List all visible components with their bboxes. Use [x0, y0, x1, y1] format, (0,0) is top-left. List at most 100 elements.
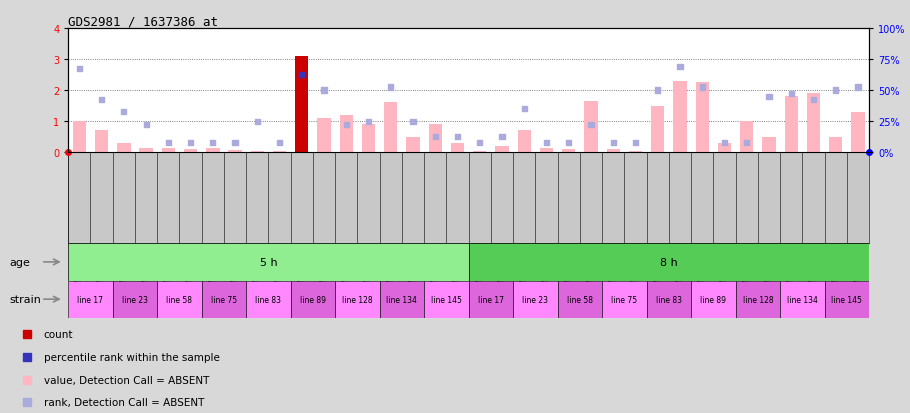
FancyBboxPatch shape — [735, 281, 780, 318]
Point — [472, 140, 487, 147]
Bar — [95, 131, 108, 153]
Bar — [540, 148, 553, 153]
Point — [250, 119, 265, 125]
FancyBboxPatch shape — [691, 281, 735, 318]
Text: 5 h: 5 h — [259, 257, 278, 267]
Text: rank, Detection Call = ABSENT: rank, Detection Call = ABSENT — [44, 398, 204, 408]
Point — [272, 140, 287, 147]
Bar — [407, 137, 420, 153]
Bar — [763, 137, 775, 153]
Text: line 134: line 134 — [387, 295, 418, 304]
Bar — [228, 150, 242, 153]
Point — [295, 72, 309, 78]
Text: value, Detection Call = ABSENT: value, Detection Call = ABSENT — [44, 375, 209, 385]
Point — [651, 88, 665, 94]
Point — [606, 140, 621, 147]
Bar — [384, 103, 398, 153]
Point — [806, 97, 821, 103]
Point — [317, 88, 331, 94]
Text: line 128: line 128 — [743, 295, 774, 304]
Point — [116, 109, 131, 116]
Bar — [473, 151, 487, 153]
FancyBboxPatch shape — [780, 281, 824, 318]
Bar — [450, 143, 464, 153]
FancyBboxPatch shape — [647, 281, 691, 318]
Point — [183, 140, 197, 147]
Text: line 75: line 75 — [211, 295, 237, 304]
Bar — [139, 149, 153, 153]
Text: line 58: line 58 — [567, 295, 593, 304]
Bar — [273, 151, 287, 153]
Text: line 128: line 128 — [342, 295, 373, 304]
Bar — [740, 122, 753, 153]
FancyBboxPatch shape — [558, 281, 602, 318]
Bar — [207, 149, 219, 153]
Text: line 145: line 145 — [431, 295, 462, 304]
Text: line 23: line 23 — [122, 295, 148, 304]
Bar — [607, 150, 620, 153]
Bar — [495, 147, 509, 153]
Bar — [629, 151, 642, 153]
FancyBboxPatch shape — [513, 281, 558, 318]
Point — [206, 140, 220, 147]
Bar — [184, 150, 197, 153]
Text: line 23: line 23 — [522, 295, 549, 304]
Point — [406, 119, 420, 125]
FancyBboxPatch shape — [68, 281, 113, 318]
Bar — [562, 150, 575, 153]
Bar — [851, 112, 864, 153]
Point — [361, 119, 376, 125]
Point — [428, 134, 442, 140]
Point — [695, 84, 710, 91]
FancyBboxPatch shape — [202, 281, 247, 318]
FancyBboxPatch shape — [469, 281, 513, 318]
FancyBboxPatch shape — [424, 281, 469, 318]
Text: line 58: line 58 — [167, 295, 193, 304]
Text: line 89: line 89 — [701, 295, 726, 304]
Bar — [584, 102, 598, 153]
Bar — [162, 148, 175, 153]
Bar — [518, 131, 531, 153]
FancyBboxPatch shape — [602, 281, 647, 318]
Text: line 83: line 83 — [656, 295, 682, 304]
Text: GDS2981 / 1637386_at: GDS2981 / 1637386_at — [68, 15, 218, 28]
Point — [383, 84, 398, 91]
Point — [828, 88, 843, 94]
Point — [228, 140, 242, 147]
Bar — [362, 125, 375, 153]
Text: strain: strain — [9, 294, 41, 304]
Text: line 89: line 89 — [300, 295, 326, 304]
Point — [717, 140, 732, 147]
Text: line 17: line 17 — [77, 295, 104, 304]
Bar — [429, 125, 442, 153]
Bar — [318, 119, 330, 153]
Bar — [695, 83, 709, 153]
Bar — [250, 151, 264, 153]
Point — [851, 84, 865, 91]
Bar — [807, 94, 820, 153]
Bar — [295, 57, 308, 153]
Bar — [117, 143, 130, 153]
FancyBboxPatch shape — [379, 281, 424, 318]
Point — [339, 121, 354, 128]
Bar — [673, 81, 687, 153]
FancyBboxPatch shape — [469, 244, 869, 281]
Bar — [784, 97, 798, 153]
Text: count: count — [44, 330, 73, 339]
Point — [740, 140, 754, 147]
Point — [784, 90, 798, 97]
Text: line 17: line 17 — [478, 295, 504, 304]
Point — [95, 97, 109, 103]
Text: percentile rank within the sample: percentile rank within the sample — [44, 352, 219, 362]
Text: line 75: line 75 — [612, 295, 637, 304]
Point — [762, 94, 776, 100]
Point — [583, 121, 598, 128]
Bar — [73, 122, 86, 153]
Text: line 145: line 145 — [832, 295, 863, 304]
FancyBboxPatch shape — [68, 244, 469, 281]
Point — [139, 121, 154, 128]
FancyBboxPatch shape — [290, 281, 335, 318]
Point — [72, 66, 86, 72]
Text: 8 h: 8 h — [660, 257, 678, 267]
Text: line 134: line 134 — [787, 295, 818, 304]
